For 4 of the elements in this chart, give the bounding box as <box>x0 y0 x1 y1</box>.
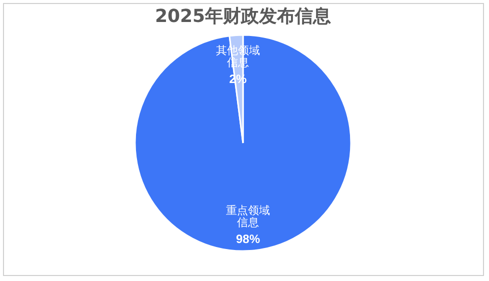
slice-label: 重点领域信息 <box>226 204 270 229</box>
pie-slice <box>134 34 352 252</box>
data-label: 98% <box>236 232 260 246</box>
chart-title: 2025年财政发布信息 <box>154 6 332 27</box>
